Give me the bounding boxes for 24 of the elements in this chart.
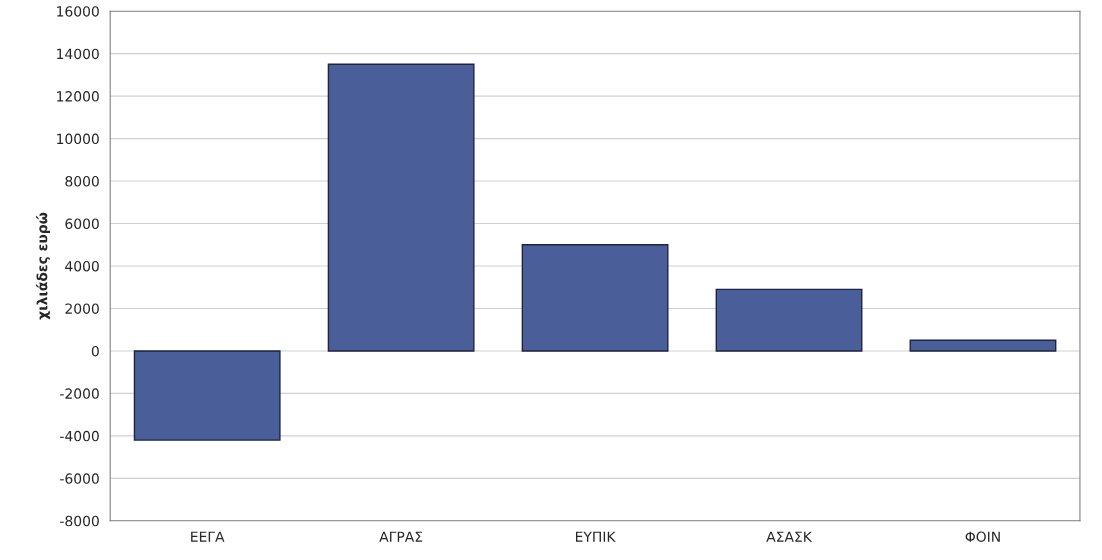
y-axis-title: χιλιάδες ευρώ xyxy=(36,212,51,320)
x-tick-label: ΑΣΑΣΚ xyxy=(766,531,813,542)
y-tick-label: -8000 xyxy=(60,515,99,527)
bar xyxy=(909,339,1057,352)
x-tick-label: ΕΕΓΑ xyxy=(191,531,225,542)
bar xyxy=(133,350,281,441)
y-tick-label: 10000 xyxy=(57,133,99,145)
y-tick-label: 4000 xyxy=(65,260,99,272)
x-tick-label: ΦΟΙΝ xyxy=(965,531,1000,542)
y-tick-label: 8000 xyxy=(65,176,99,187)
bar xyxy=(521,244,669,352)
y-tick-label: 14000 xyxy=(57,48,99,60)
y-tick-label: 12000 xyxy=(57,91,99,102)
x-tick-label: ΕΥΠΙΚ xyxy=(575,531,616,542)
bar xyxy=(715,288,863,352)
y-tick-label: 2000 xyxy=(65,303,99,314)
y-tick-label: -6000 xyxy=(60,473,99,484)
y-tick-label: -2000 xyxy=(60,388,99,399)
x-tick-label: ΑΓΡΑΣ xyxy=(379,531,423,542)
y-tick-label: 0 xyxy=(91,345,99,357)
y-tick-label: -4000 xyxy=(60,430,99,442)
bar xyxy=(327,63,475,352)
y-tick-label: 6000 xyxy=(65,218,99,230)
y-tick-label: 16000 xyxy=(57,6,99,17)
